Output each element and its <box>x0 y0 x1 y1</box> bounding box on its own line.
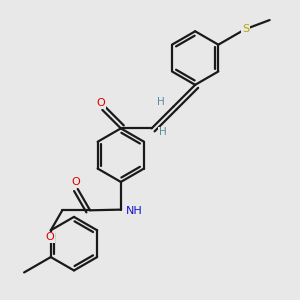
Text: O: O <box>97 98 105 108</box>
Text: H: H <box>157 97 165 107</box>
Text: O: O <box>45 232 54 242</box>
Text: O: O <box>72 177 80 187</box>
Text: H: H <box>159 127 167 137</box>
Text: S: S <box>242 24 249 34</box>
Text: NH: NH <box>126 206 143 216</box>
